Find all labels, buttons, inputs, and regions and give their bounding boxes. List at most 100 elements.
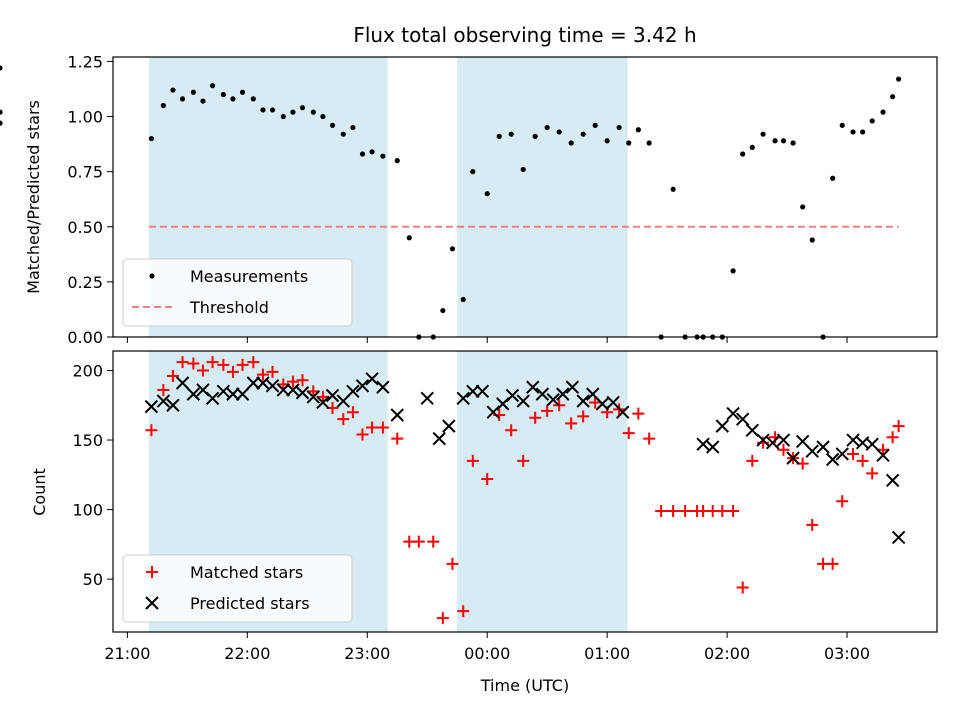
measurement-point [340,131,346,137]
x-tick-label: 21:00 [104,644,150,663]
matched-star-point [307,385,320,398]
predicted-star-point [765,436,780,450]
matched-star-point [517,454,530,467]
measurement-point [290,109,296,115]
matched-star-point [376,421,389,434]
top-y-tick-label: 0.75 [67,163,103,182]
predicted-legend-label: Predicted stars [190,594,310,613]
matched-star-point [266,365,279,378]
matched-star-point [176,356,189,369]
matched-star-point [836,495,849,508]
predicted-star-point [466,384,480,399]
measurement-point [616,124,622,131]
measurements-legend-label: Measurements [190,267,308,286]
matched-star-point [529,411,542,424]
matched-star-point [736,581,749,594]
predicted-star-point [420,391,434,406]
measurement-point [269,107,276,113]
measurement-point [260,107,266,113]
measurement-point [800,204,806,210]
matched-star-point [856,454,869,467]
matched-star-point [356,428,369,441]
matched-star-point [457,605,470,618]
measurement-point [148,135,154,142]
matched-star-point [577,410,590,423]
measurement-point [580,131,586,137]
measurement-point [380,153,386,159]
measurement-point [772,138,778,144]
predicted-star-point [865,437,879,451]
matched-star-point [716,504,729,517]
measurement-point [544,124,550,131]
matched-star-point [632,407,645,420]
matched-star-point [727,504,740,517]
x-tick-label: 02:00 [704,644,750,663]
measurements-legend-marker [149,273,155,279]
measurement-point [190,89,196,95]
predicted-star-point [235,387,250,401]
predicted-star-point [825,452,840,467]
predicted-star-point [376,380,390,394]
predicted-star-point [556,387,570,401]
predicted-star-point [286,383,300,397]
measurement-point [626,140,632,146]
matched-star-point [655,504,668,517]
measurement-point [860,129,866,135]
chart-title: Flux total observing time = 3.42 h [353,23,696,47]
predicted-star-point [786,451,800,465]
predicted-star-point [365,372,379,386]
matched-legend-label: Matched stars [190,563,303,582]
matched-star-point [622,427,635,440]
matched-star-point [166,370,179,383]
top-x-ticks [126,337,848,343]
matched-star-point [505,424,518,437]
predicted-star-point [816,440,830,454]
predicted-star-point [276,383,291,397]
matched-star-point [187,357,200,370]
predicted-star-point [390,408,404,422]
predicted-star-point [726,406,740,421]
predicted-star-point [475,384,490,399]
measurement-point [0,109,3,115]
measurement-point [200,98,206,104]
predicted-star-point [706,440,720,454]
predicted-star-points [144,372,906,545]
matched-star-point [412,535,425,548]
measurement-point [749,144,755,150]
measurement-point [839,122,845,128]
matched-star-point [866,467,879,480]
measurement-point [170,87,176,93]
bottom-y-tick-label: 50 [83,570,103,589]
bottom-legend-box [122,554,353,623]
measurement-point [890,94,896,100]
matched-star-point [256,368,269,381]
predicted-star-point [265,379,280,393]
measurement-point [230,96,236,102]
predicted-star-point [256,376,270,390]
predicted-star-point [226,387,240,401]
measurement-point [470,169,476,175]
matched-star-point [436,612,449,625]
matched-star-point [296,374,309,387]
predicted-star-point [805,444,819,458]
measurement-point [239,89,246,95]
measurement-point [209,83,216,89]
predicted-star-point [144,399,159,414]
predicted-star-point [565,380,580,394]
top-legend-box [122,258,353,327]
predicted-star-point [442,419,456,433]
matched-star-point [427,535,440,548]
matched-star-point [196,364,209,377]
matched-star-point [667,504,680,517]
matched-star-point [236,358,249,371]
predicted-star-point [456,391,470,406]
matched-star-point [643,432,656,445]
measurement-point [809,237,815,243]
matched-star-point [589,396,602,409]
measurement-point [896,76,902,82]
measurement-point [179,96,186,102]
x-tick-label: 01:00 [584,644,630,663]
bottom-y-tick-label: 200 [72,361,103,380]
predicted-star-point [595,397,610,411]
measurement-point [449,246,456,252]
